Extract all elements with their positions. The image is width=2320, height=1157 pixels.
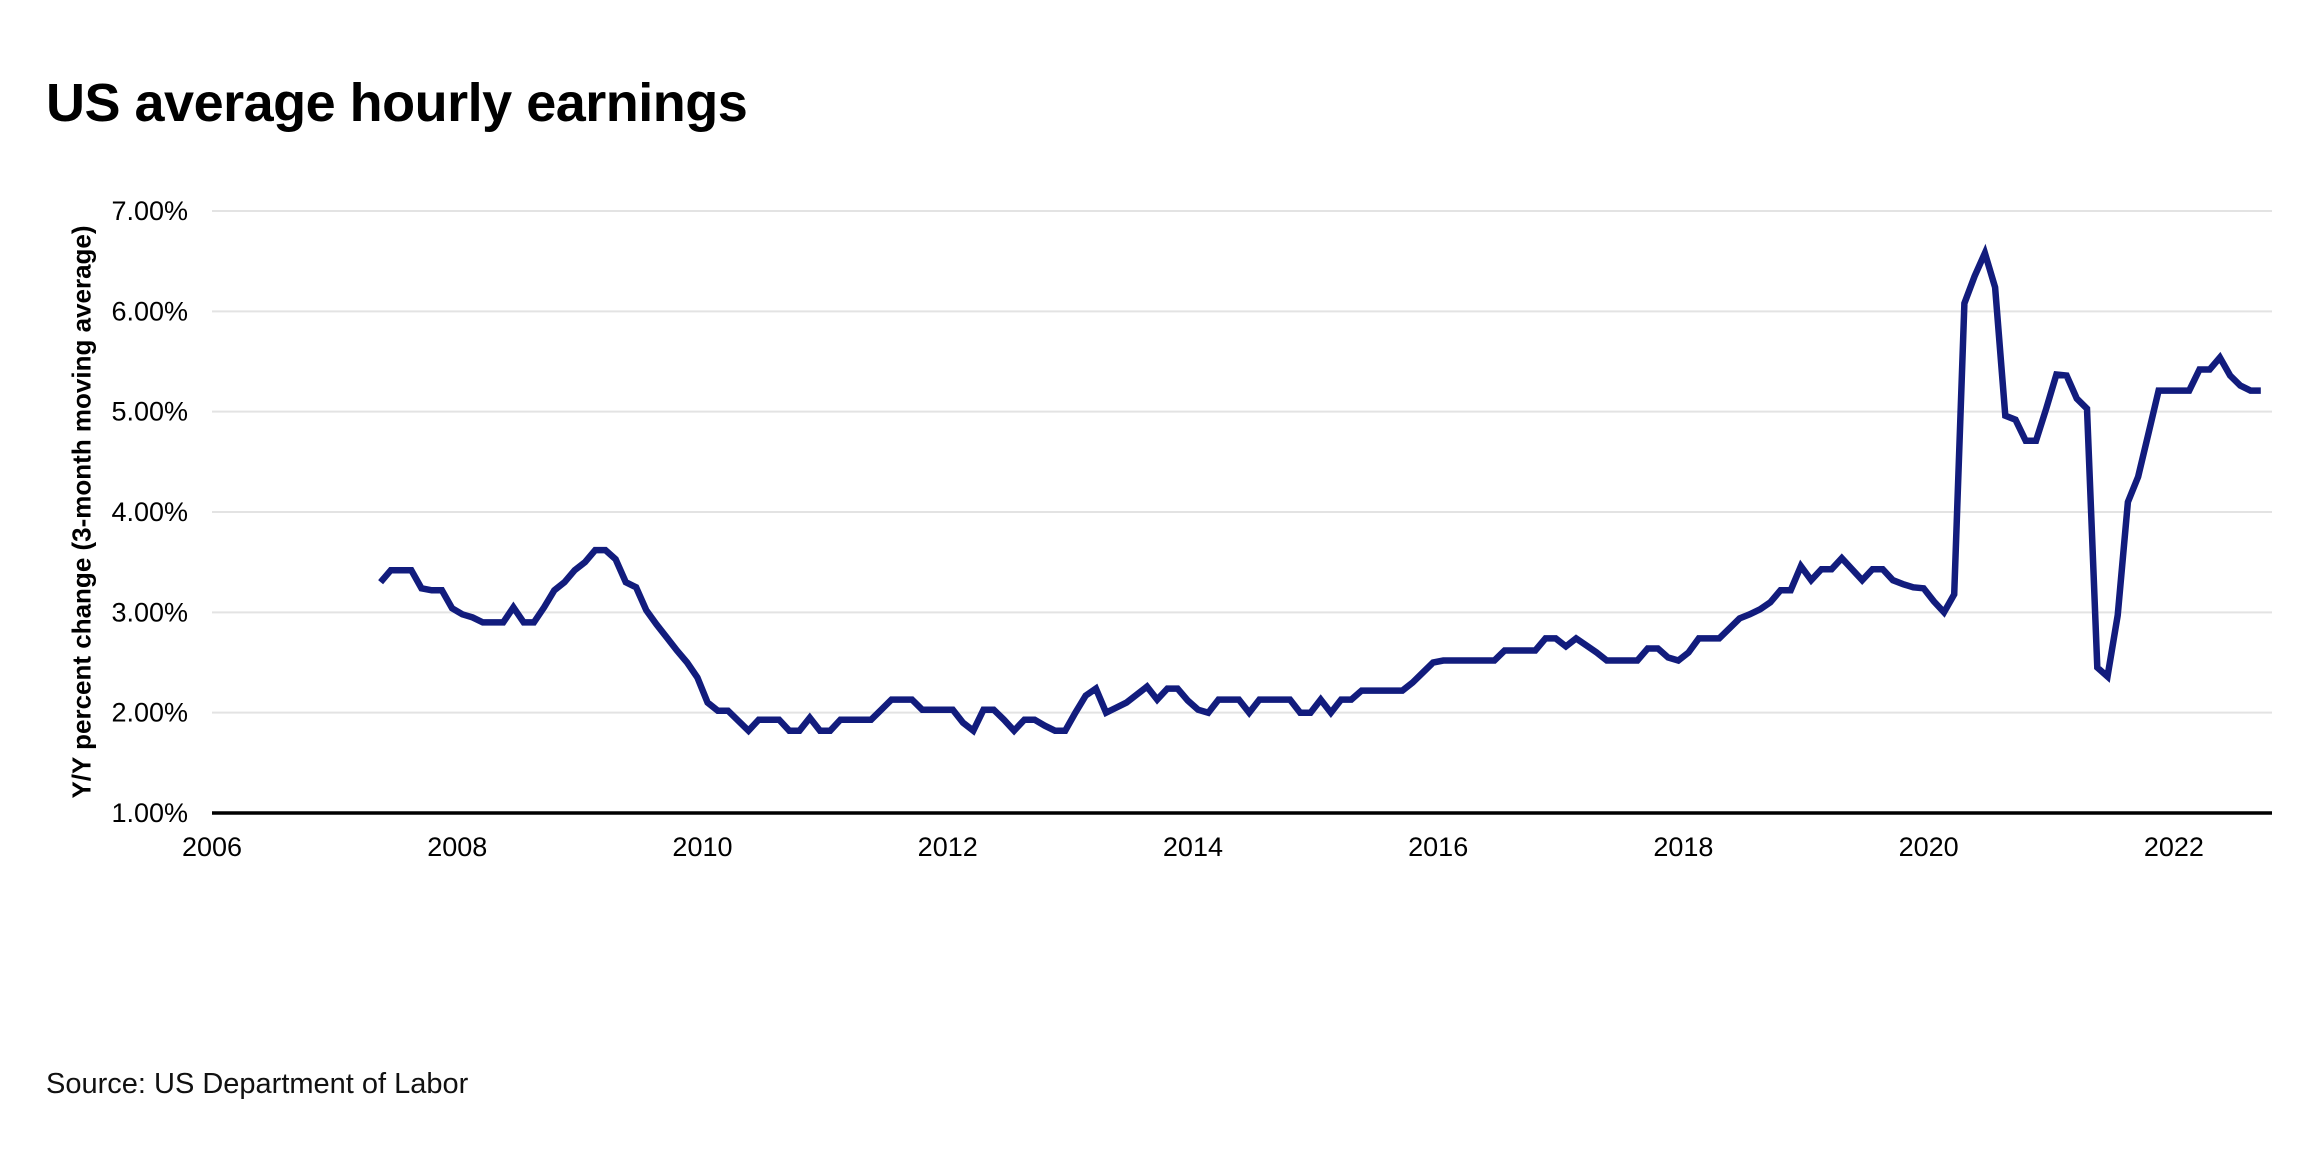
x-tick-label: 2012 <box>918 832 978 862</box>
page-title: US average hourly earnings <box>46 73 748 134</box>
gridlines <box>212 210 2272 714</box>
y-tick-label: 4.00% <box>111 497 188 527</box>
x-tick-label: 2006 <box>182 832 242 862</box>
y-tick-label: 2.00% <box>111 698 188 728</box>
x-tick-label: 2014 <box>1163 832 1223 862</box>
source-note: Source: US Department of Labor <box>46 1068 469 1100</box>
x-tick-label: 2022 <box>2144 832 2204 862</box>
data-series <box>378 243 2261 736</box>
y-axis-title: Y/Y percent change (3-month moving avera… <box>66 225 97 799</box>
x-tick-label: 2010 <box>672 832 732 862</box>
x-tick-label: 2018 <box>1653 832 1713 862</box>
y-tick-label: 3.00% <box>111 597 188 627</box>
y-tick-label: 6.00% <box>111 296 188 326</box>
y-tick-label: 7.00% <box>111 196 188 226</box>
earnings-line <box>378 243 2261 736</box>
y-tick-label: 1.00% <box>111 798 188 828</box>
x-tick-labels: 2006 2008 2010 2012 2014 2016 2018 2020 2022 <box>182 832 2204 862</box>
x-tick-label: 2008 <box>427 832 487 862</box>
y-tick-labels: 1.00% 2.00% 3.00% 4.00% 5.00% 6.00% 7.00% <box>111 196 188 828</box>
y-tick-label: 5.00% <box>111 397 188 427</box>
x-tick-label: 2016 <box>1408 832 1468 862</box>
x-tick-label: 2020 <box>1899 832 1959 862</box>
